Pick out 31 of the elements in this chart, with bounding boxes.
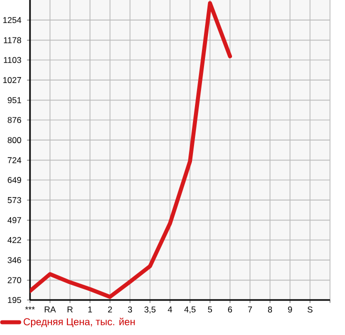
- y-tick-label: 951: [8, 97, 22, 104]
- y-tick-label: 724: [8, 157, 22, 164]
- y-tick-label: 422: [8, 237, 22, 243]
- y-tick-label: 1178: [4, 37, 22, 44]
- y-tick-label: 800: [8, 137, 22, 144]
- y-tick-label: 876: [8, 117, 22, 123]
- x-tick-label: 6: [228, 306, 232, 313]
- y-tick-label: 195: [8, 297, 22, 303]
- legend-label: Средняя Цена, тыс. йен: [24, 318, 135, 328]
- y-tick-label: 270: [8, 277, 22, 284]
- y-tick-label: 649: [8, 177, 22, 183]
- y-tick-label: 497: [8, 217, 22, 224]
- x-tick-label: 7: [248, 306, 252, 312]
- x-tick-label: S: [308, 306, 312, 313]
- x-tick-label: 2: [108, 306, 112, 312]
- x-tick-label: 3,5: [144, 306, 156, 314]
- x-tick-label: ***: [25, 306, 35, 310]
- x-tick-label: 1: [88, 306, 92, 312]
- x-tick-label: 3: [128, 306, 132, 313]
- x-tick-label: 9: [288, 306, 292, 313]
- x-tick-label: 4,5: [184, 306, 196, 314]
- y-tick-label: 1027: [3, 77, 22, 84]
- y-tick-label: 573: [8, 197, 22, 204]
- x-tick-label: RA: [44, 306, 56, 312]
- y-tick-label: 1103: [4, 57, 22, 63]
- x-tick-label: 5: [208, 306, 212, 312]
- x-tick-label: 8: [268, 306, 272, 313]
- y-tick-label: 346: [8, 257, 22, 264]
- x-tick-label: 4: [168, 306, 172, 312]
- y-tick-label: 1254: [3, 17, 22, 24]
- x-tick-label: R: [68, 306, 73, 312]
